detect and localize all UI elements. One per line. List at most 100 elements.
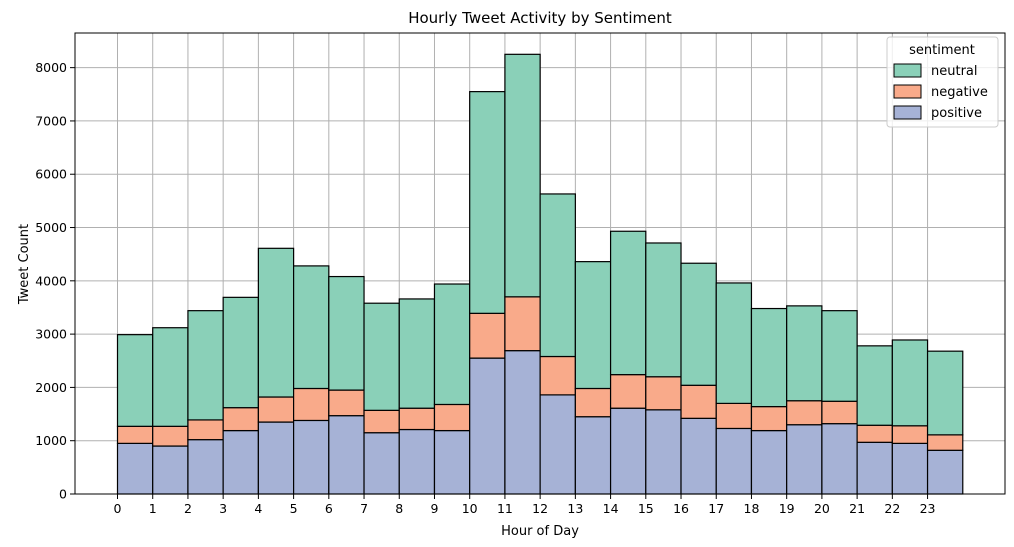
bar-negative-9	[433, 403, 471, 432]
bar-positive-5	[293, 419, 330, 495]
bar-neutral-15	[645, 242, 682, 378]
x-tick-label: 15	[638, 501, 654, 516]
bar-positive-16	[680, 417, 717, 495]
bar-positive-23	[926, 449, 964, 495]
x-tick-label: 2	[184, 501, 192, 516]
legend-label-positive: positive	[931, 106, 982, 121]
bar-neutral-2	[187, 310, 224, 421]
bar-neutral-13	[574, 261, 612, 390]
bar-positive-4	[257, 421, 295, 495]
bar-neutral-10	[469, 91, 506, 314]
bar-positive-1	[152, 445, 189, 495]
x-axis-label: Hour of Day	[501, 524, 579, 539]
bar-neutral-22	[891, 339, 929, 427]
bar-negative-22	[891, 425, 929, 444]
bar-neutral-5	[293, 265, 330, 390]
legend-label-negative: negative	[931, 85, 988, 100]
bar-negative-20	[821, 400, 858, 425]
bar-negative-1	[152, 425, 189, 447]
bar-neutral-11	[504, 53, 541, 298]
bar-neutral-3	[222, 296, 259, 409]
y-tick-label: 0	[59, 487, 67, 502]
legend: sentiment neutral negative positive	[886, 36, 999, 128]
bar-negative-0	[116, 425, 154, 444]
bars	[116, 53, 964, 495]
x-tick-label: 4	[254, 501, 262, 516]
bar-positive-14	[609, 407, 647, 495]
bar-positive-12	[539, 394, 576, 495]
bar-neutral-19	[786, 305, 823, 402]
legend-frame	[886, 36, 999, 128]
bar-positive-0	[116, 442, 154, 495]
y-tick-label: 7000	[35, 113, 67, 128]
bar-neutral-21	[856, 345, 893, 426]
bar-neutral-17	[715, 282, 753, 404]
legend-swatch-positive	[893, 105, 922, 120]
legend-label-neutral: neutral	[931, 64, 978, 79]
bar-neutral-7	[363, 302, 400, 411]
bar-neutral-12	[539, 193, 576, 358]
bar-neutral-14	[609, 230, 647, 376]
y-ticks: 0 1000 2000 3000 4000 5000 6000 7000 8000	[35, 60, 75, 502]
bar-negative-11	[504, 296, 541, 352]
x-tick-label: 8	[395, 501, 403, 516]
x-tick-label: 0	[114, 501, 122, 516]
bar-positive-20	[821, 423, 858, 495]
bar-positive-13	[574, 416, 612, 495]
y-tick-label: 5000	[35, 220, 67, 235]
bar-positive-9	[433, 429, 471, 495]
bar-negative-15	[645, 376, 682, 411]
bar-neutral-8	[398, 298, 436, 409]
bar-neutral-16	[680, 262, 717, 386]
x-tick-label: 16	[673, 501, 689, 516]
bar-positive-22	[891, 442, 929, 495]
bar-negative-5	[293, 387, 330, 422]
bar-neutral-4	[257, 247, 295, 398]
legend-title: sentiment	[909, 43, 975, 58]
y-tick-label: 1000	[35, 433, 67, 448]
bar-negative-3	[222, 407, 259, 432]
bar-negative-23	[926, 434, 964, 451]
legend-swatch-negative	[893, 84, 922, 99]
bar-neutral-23	[926, 350, 964, 436]
x-tick-label: 10	[462, 501, 478, 516]
x-tick-label: 17	[708, 501, 724, 516]
y-tick-label: 3000	[35, 327, 67, 342]
x-tick-label: 11	[497, 501, 513, 516]
x-tick-label: 19	[779, 501, 795, 516]
bar-positive-8	[398, 428, 436, 495]
x-tick-label: 14	[603, 501, 619, 516]
y-tick-label: 6000	[35, 167, 67, 182]
chart-title: Hourly Tweet Activity by Sentiment	[408, 9, 672, 27]
x-tick-label: 1	[149, 501, 157, 516]
bar-positive-18	[750, 429, 788, 495]
bar-positive-21	[856, 441, 893, 495]
bar-positive-10	[469, 357, 506, 495]
bar-positive-6	[328, 415, 365, 495]
y-tick-label: 2000	[35, 380, 67, 395]
x-tick-label: 6	[325, 501, 333, 516]
bar-positive-7	[363, 432, 400, 495]
bar-positive-2	[187, 439, 224, 495]
x-tick-label: 18	[744, 501, 760, 516]
bar-neutral-6	[328, 275, 365, 391]
x-tick-label: 13	[567, 501, 583, 516]
bar-negative-12	[539, 355, 576, 396]
bar-positive-19	[786, 424, 823, 495]
bar-negative-14	[609, 374, 647, 409]
x-tick-label: 21	[849, 501, 865, 516]
y-axis-label: Tweet Count	[17, 224, 32, 305]
y-tick-label: 8000	[35, 60, 67, 75]
legend-swatch-neutral	[893, 63, 922, 78]
bar-positive-3	[222, 429, 259, 495]
bar-neutral-20	[821, 310, 858, 402]
bar-negative-17	[715, 402, 753, 430]
y-tick-label: 4000	[35, 273, 67, 288]
bar-negative-16	[680, 384, 717, 419]
x-tick-label: 23	[920, 501, 936, 516]
bar-negative-8	[398, 407, 436, 431]
bar-negative-19	[786, 400, 823, 426]
bar-negative-18	[750, 405, 788, 432]
bar-negative-21	[856, 424, 893, 443]
